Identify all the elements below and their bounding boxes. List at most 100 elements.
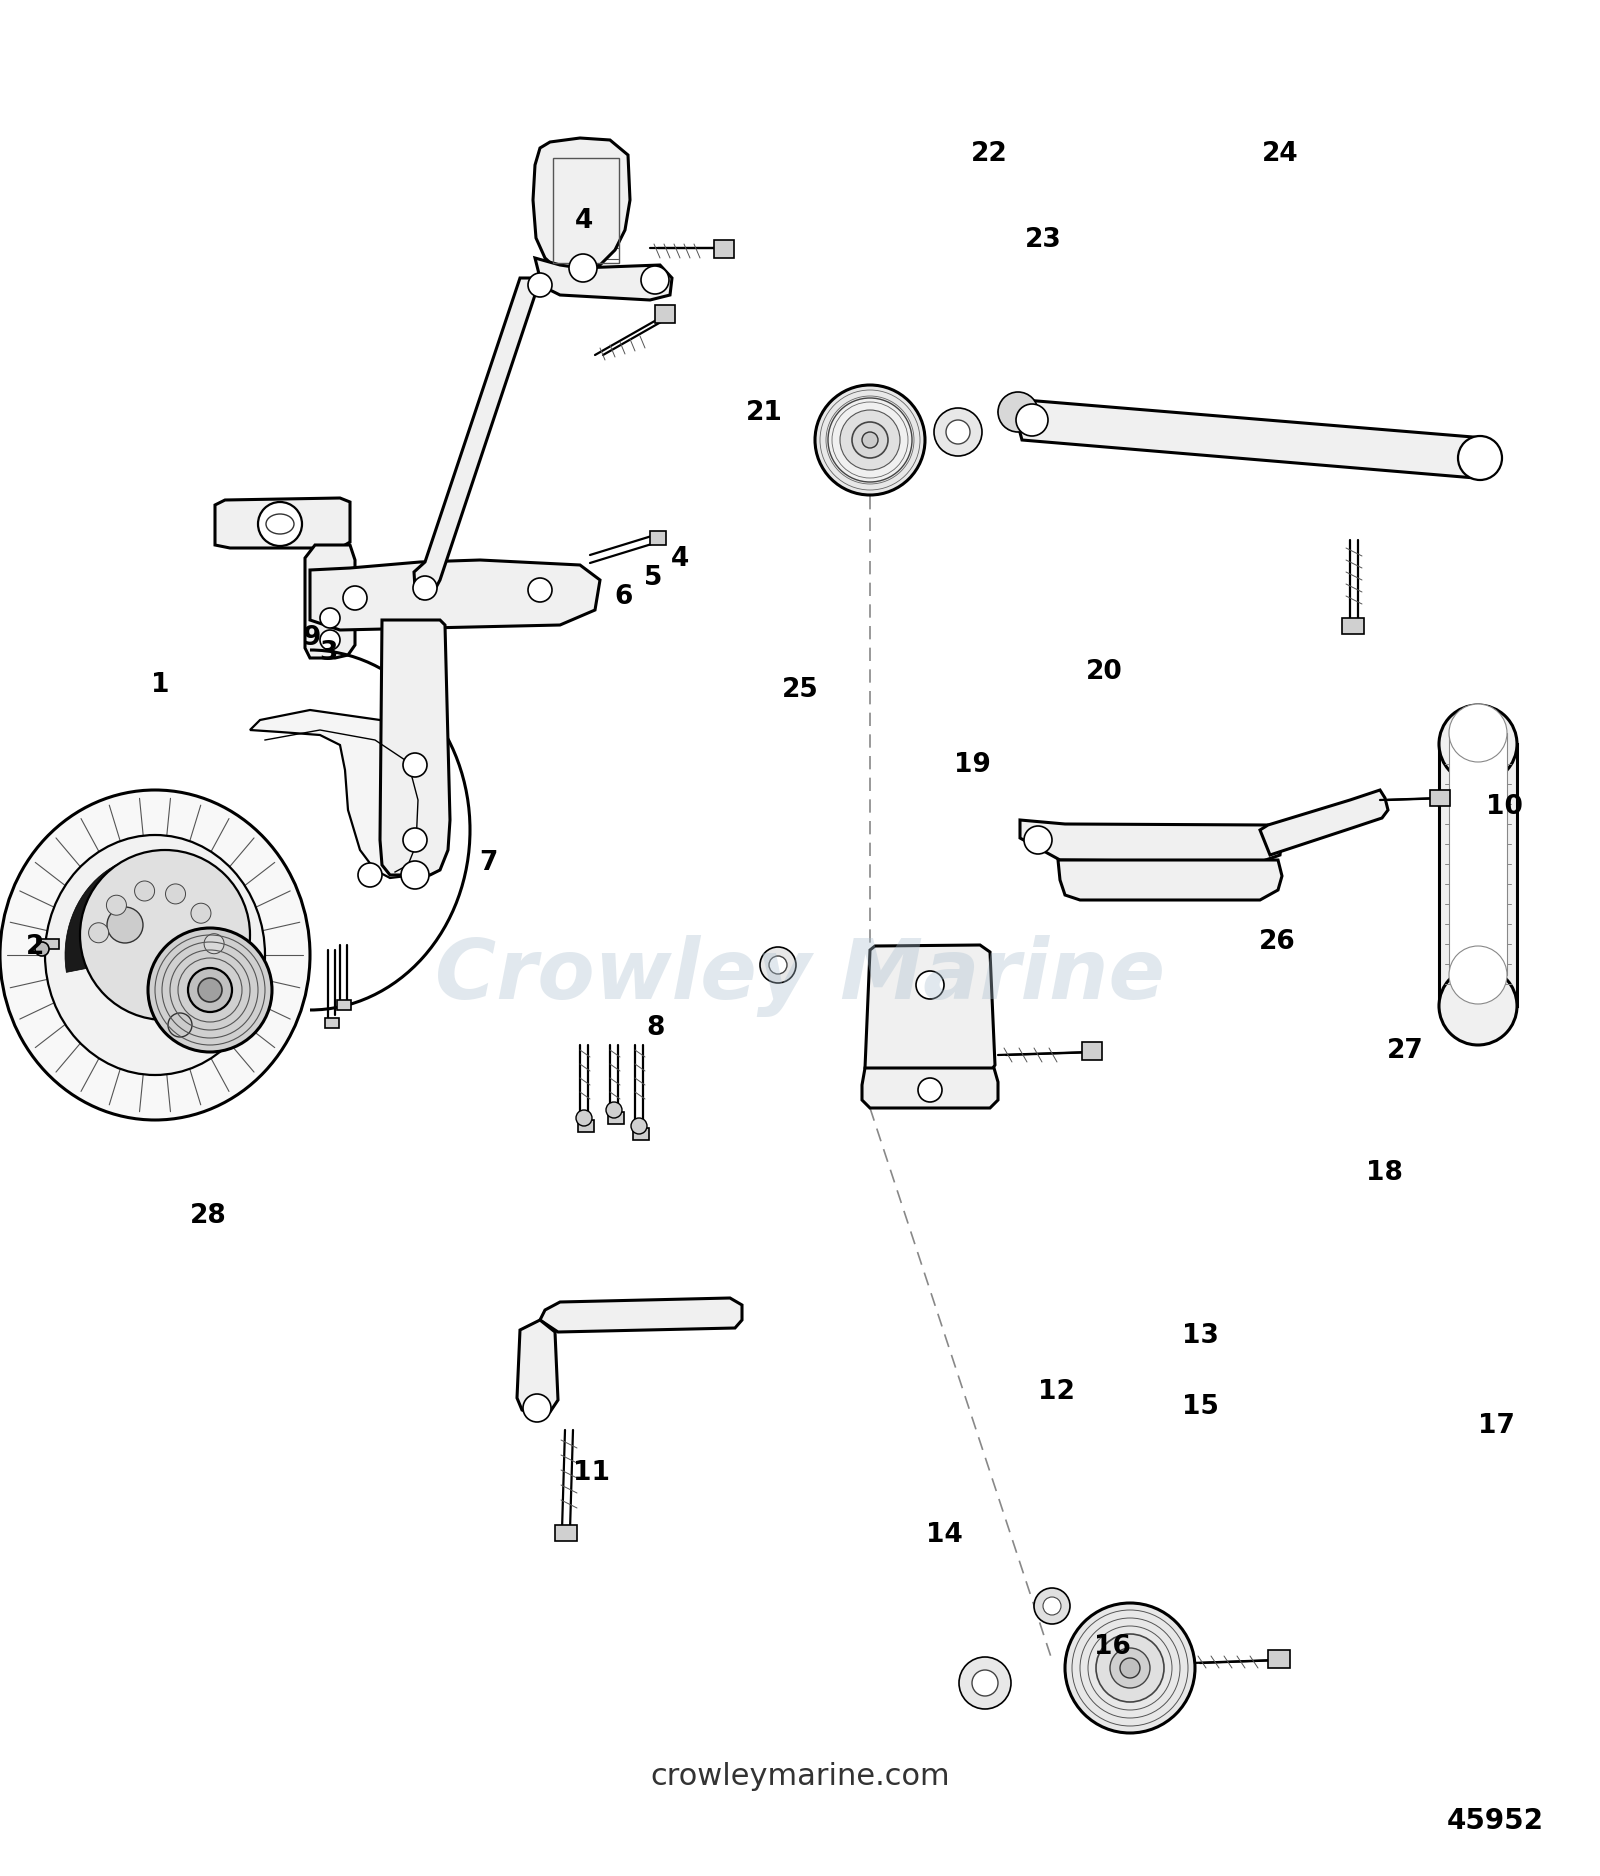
Circle shape (528, 578, 552, 602)
Circle shape (1034, 1587, 1070, 1625)
Circle shape (576, 1111, 592, 1126)
Text: 24: 24 (1262, 141, 1298, 167)
Circle shape (973, 1670, 998, 1696)
Circle shape (147, 929, 272, 1052)
Circle shape (934, 407, 982, 456)
Text: 18: 18 (1365, 1159, 1403, 1186)
Polygon shape (310, 561, 600, 630)
Text: 45952: 45952 (1446, 1807, 1544, 1835)
Circle shape (402, 861, 429, 889)
Circle shape (198, 977, 222, 1002)
Polygon shape (214, 497, 350, 548)
Ellipse shape (266, 514, 294, 535)
Text: 8: 8 (646, 1015, 666, 1041)
Circle shape (523, 1394, 550, 1422)
Circle shape (107, 906, 142, 944)
Polygon shape (381, 619, 450, 874)
Text: Crowley Marine: Crowley Marine (435, 934, 1165, 1017)
Text: 10: 10 (1485, 794, 1523, 820)
Text: 12: 12 (1037, 1379, 1075, 1405)
Circle shape (642, 266, 669, 295)
Text: 4: 4 (574, 208, 594, 234)
Text: 22: 22 (971, 141, 1006, 167)
Circle shape (760, 947, 797, 983)
Circle shape (80, 850, 250, 1021)
Circle shape (606, 1101, 622, 1118)
Text: 20: 20 (1086, 658, 1122, 685)
Circle shape (258, 503, 302, 546)
Bar (650, 531, 666, 546)
Circle shape (946, 420, 970, 445)
Text: 28: 28 (190, 1203, 226, 1229)
Text: 4: 4 (670, 546, 690, 572)
Circle shape (1450, 704, 1507, 762)
Circle shape (918, 1079, 942, 1101)
Ellipse shape (0, 790, 310, 1120)
Text: 6: 6 (614, 583, 634, 610)
Circle shape (1066, 1602, 1195, 1733)
Bar (338, 1000, 350, 1009)
Circle shape (403, 752, 427, 777)
Circle shape (829, 398, 912, 482)
Circle shape (134, 882, 155, 900)
Polygon shape (1261, 790, 1389, 855)
Bar (608, 1112, 624, 1124)
Circle shape (840, 411, 899, 471)
Bar (1342, 617, 1363, 634)
Text: 14: 14 (926, 1521, 962, 1548)
Circle shape (1450, 946, 1507, 1004)
Bar (714, 240, 734, 259)
Circle shape (403, 827, 427, 852)
Circle shape (915, 972, 944, 1000)
Text: 27: 27 (1387, 1037, 1422, 1064)
Circle shape (770, 957, 787, 974)
Circle shape (35, 942, 50, 957)
Circle shape (189, 968, 232, 1011)
Circle shape (1458, 435, 1502, 480)
Bar (37, 940, 59, 949)
Text: 17: 17 (1477, 1413, 1515, 1439)
Bar (554, 158, 619, 263)
Circle shape (1016, 403, 1048, 435)
Polygon shape (414, 278, 534, 598)
Circle shape (958, 1657, 1011, 1709)
Polygon shape (1021, 820, 1282, 861)
Polygon shape (1018, 400, 1490, 478)
Bar (325, 1019, 339, 1028)
Circle shape (358, 863, 382, 887)
Text: 5: 5 (643, 565, 662, 591)
Polygon shape (541, 1298, 742, 1332)
Bar (578, 1120, 594, 1131)
Text: 26: 26 (1259, 929, 1294, 955)
Circle shape (107, 895, 126, 915)
Bar (1267, 1651, 1290, 1668)
Circle shape (851, 422, 888, 458)
Text: 15: 15 (1181, 1394, 1219, 1420)
Polygon shape (66, 855, 224, 972)
Circle shape (862, 431, 878, 448)
Text: 25: 25 (782, 677, 818, 704)
Circle shape (190, 902, 211, 923)
Text: 19: 19 (954, 752, 992, 779)
Circle shape (1438, 705, 1517, 782)
Text: 13: 13 (1181, 1323, 1219, 1349)
Bar (1438, 745, 1517, 1006)
Bar (634, 1127, 650, 1141)
Circle shape (342, 585, 366, 610)
Circle shape (1096, 1634, 1165, 1702)
Text: 9: 9 (302, 625, 322, 651)
Circle shape (1024, 825, 1053, 854)
Circle shape (998, 392, 1038, 431)
Circle shape (88, 923, 109, 944)
Circle shape (814, 385, 925, 495)
Polygon shape (862, 1067, 998, 1109)
Bar (1430, 790, 1450, 807)
Circle shape (1043, 1596, 1061, 1615)
Text: 21: 21 (746, 400, 784, 426)
Circle shape (165, 884, 186, 904)
Text: crowleymarine.com: crowleymarine.com (650, 1762, 950, 1792)
Circle shape (320, 630, 339, 649)
Text: 16: 16 (1093, 1634, 1131, 1660)
Text: 23: 23 (1026, 227, 1061, 253)
Text: 3: 3 (318, 640, 338, 666)
